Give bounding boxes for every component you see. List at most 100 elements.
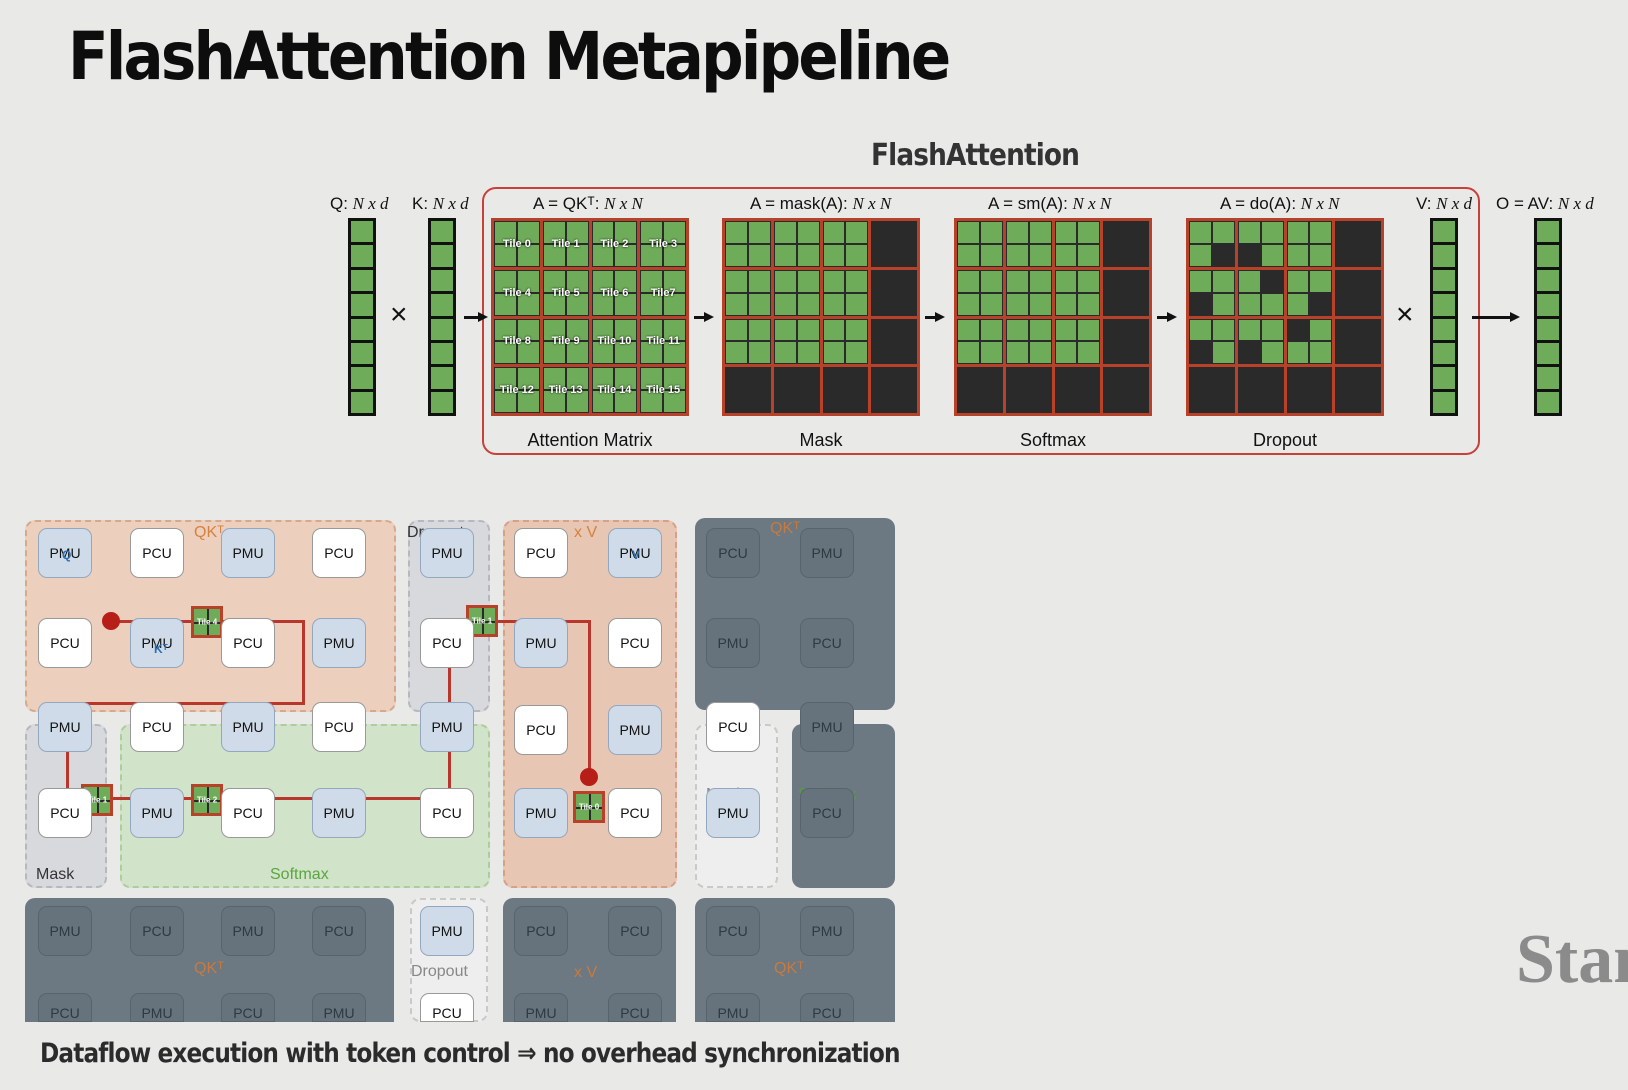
matrix-cell — [641, 319, 663, 341]
matrix-cell — [517, 391, 539, 412]
matrix-cell — [664, 270, 685, 292]
matrix-cell — [958, 244, 979, 266]
pcu-unit: PCU — [514, 528, 568, 578]
pcu-unit: PCU — [221, 788, 275, 838]
matrix-cell — [615, 244, 637, 266]
q-label: Q: N x d — [330, 194, 389, 213]
pmu-unit: PMU — [608, 705, 662, 755]
matrix-cell — [615, 293, 637, 315]
matrix-cell — [1190, 222, 1211, 243]
tile-label: Tile 5 — [551, 286, 580, 299]
matrix-cell — [517, 319, 539, 341]
matrix-cell — [1055, 222, 1077, 243]
matrix-cell — [517, 244, 539, 266]
matrix-cell — [1029, 319, 1051, 341]
matrix-cell — [615, 270, 637, 292]
region-label-qkt: QKᵀ — [194, 960, 225, 977]
pmu-unit: PMU — [38, 528, 92, 578]
softmax-matrix — [954, 218, 1152, 416]
tile-label: Tile7 — [650, 286, 676, 299]
arrow-icon — [1472, 312, 1520, 322]
wire — [302, 620, 305, 704]
matrix-cell — [1310, 342, 1332, 364]
matrix-cell — [726, 270, 747, 292]
matrix-cell — [495, 244, 516, 266]
region-label-qkt: QKᵀ — [194, 524, 225, 541]
matrix-tile — [1286, 318, 1333, 365]
tile-label: Tile 13 — [548, 384, 583, 397]
matrix-cell — [1029, 222, 1051, 243]
matrix-cell — [823, 222, 845, 243]
pmu-unit: PMU — [420, 906, 474, 956]
matrix-tile — [1189, 318, 1235, 365]
pmu-unit: PMU — [420, 528, 474, 578]
caption-dropout: Dropout — [1252, 430, 1318, 450]
matrix-cell — [495, 391, 516, 412]
matrix-cell — [726, 244, 747, 266]
matrix-cell — [495, 368, 516, 390]
matrix-cell — [566, 342, 588, 364]
matrix-cell — [1238, 342, 1260, 364]
matrix-tile — [1237, 269, 1284, 316]
pcu-unit: PCU — [800, 788, 854, 838]
matrix-cell — [517, 342, 539, 364]
matrix-cell — [1212, 244, 1234, 266]
matrix-cell — [566, 391, 588, 412]
matrix-tile — [1103, 269, 1149, 316]
matrix-cell — [980, 319, 1002, 341]
matrix-cell — [592, 244, 614, 266]
matrix-cell — [1078, 270, 1100, 292]
matrix-tile: Tile 6 — [591, 269, 638, 316]
matrix-cell — [846, 270, 868, 292]
matrix-tile — [1005, 221, 1052, 267]
matrix-cell — [517, 293, 539, 315]
matrix-cell — [774, 293, 796, 315]
tile-label: Tile 6 — [600, 286, 629, 299]
matrix-cell — [543, 391, 565, 412]
o-vector — [1534, 218, 1562, 416]
matrix-cell — [615, 342, 637, 364]
matrix-tile — [1005, 367, 1052, 413]
matrix-cell — [823, 244, 845, 266]
attention-matrix: Tile 0 Tile 1 Tile 2 Tile 3 Tile 4 Tile 5 Tile… — [491, 218, 689, 416]
matrix-cell — [1055, 319, 1077, 341]
matrix-cell — [726, 222, 747, 243]
matrix-cell — [774, 342, 796, 364]
matrix-cell — [641, 391, 663, 412]
token-source-dot — [102, 612, 120, 630]
matrix-tile: Tile 15 — [640, 367, 686, 413]
matrix-tile — [1054, 221, 1101, 267]
wire — [66, 702, 305, 705]
matrix-tile — [871, 367, 917, 413]
matrix-cell — [1212, 270, 1234, 292]
matrix-cell — [823, 319, 845, 341]
pcu-unit: PCU — [38, 993, 92, 1022]
matrix-cell — [774, 319, 796, 341]
matrix-cell — [615, 391, 637, 412]
matrix-cell — [1261, 342, 1283, 364]
matrix-cell — [517, 222, 539, 243]
matrix-cell — [748, 270, 770, 292]
matrix-tile — [1237, 367, 1284, 413]
matrix-cell — [1190, 293, 1211, 315]
tag-v: V — [632, 548, 641, 562]
k-label: K: N x d — [412, 194, 469, 213]
matrix-cell — [1078, 222, 1100, 243]
tile-label: Tile 14 — [597, 384, 632, 397]
matrix-cell — [774, 270, 796, 292]
token-tile: Tile 2 — [191, 784, 223, 816]
pmu-unit: PMU — [420, 702, 474, 752]
pmu-unit: PMU — [706, 993, 760, 1022]
matrix-cell — [1310, 293, 1332, 315]
region-label-xv: x V — [574, 964, 598, 981]
matrix-tile: Tile 9 — [542, 318, 589, 365]
matrix-tile — [871, 221, 917, 267]
pmu-unit: PMU — [312, 993, 366, 1022]
v-vector — [1430, 218, 1458, 416]
matrix-cell — [517, 368, 539, 390]
matrix-cell — [846, 244, 868, 266]
tile-label: Tile 15 — [646, 384, 681, 397]
matrix-cell — [1287, 342, 1309, 364]
matrix-cell — [748, 222, 770, 243]
matrix-cell — [980, 270, 1002, 292]
